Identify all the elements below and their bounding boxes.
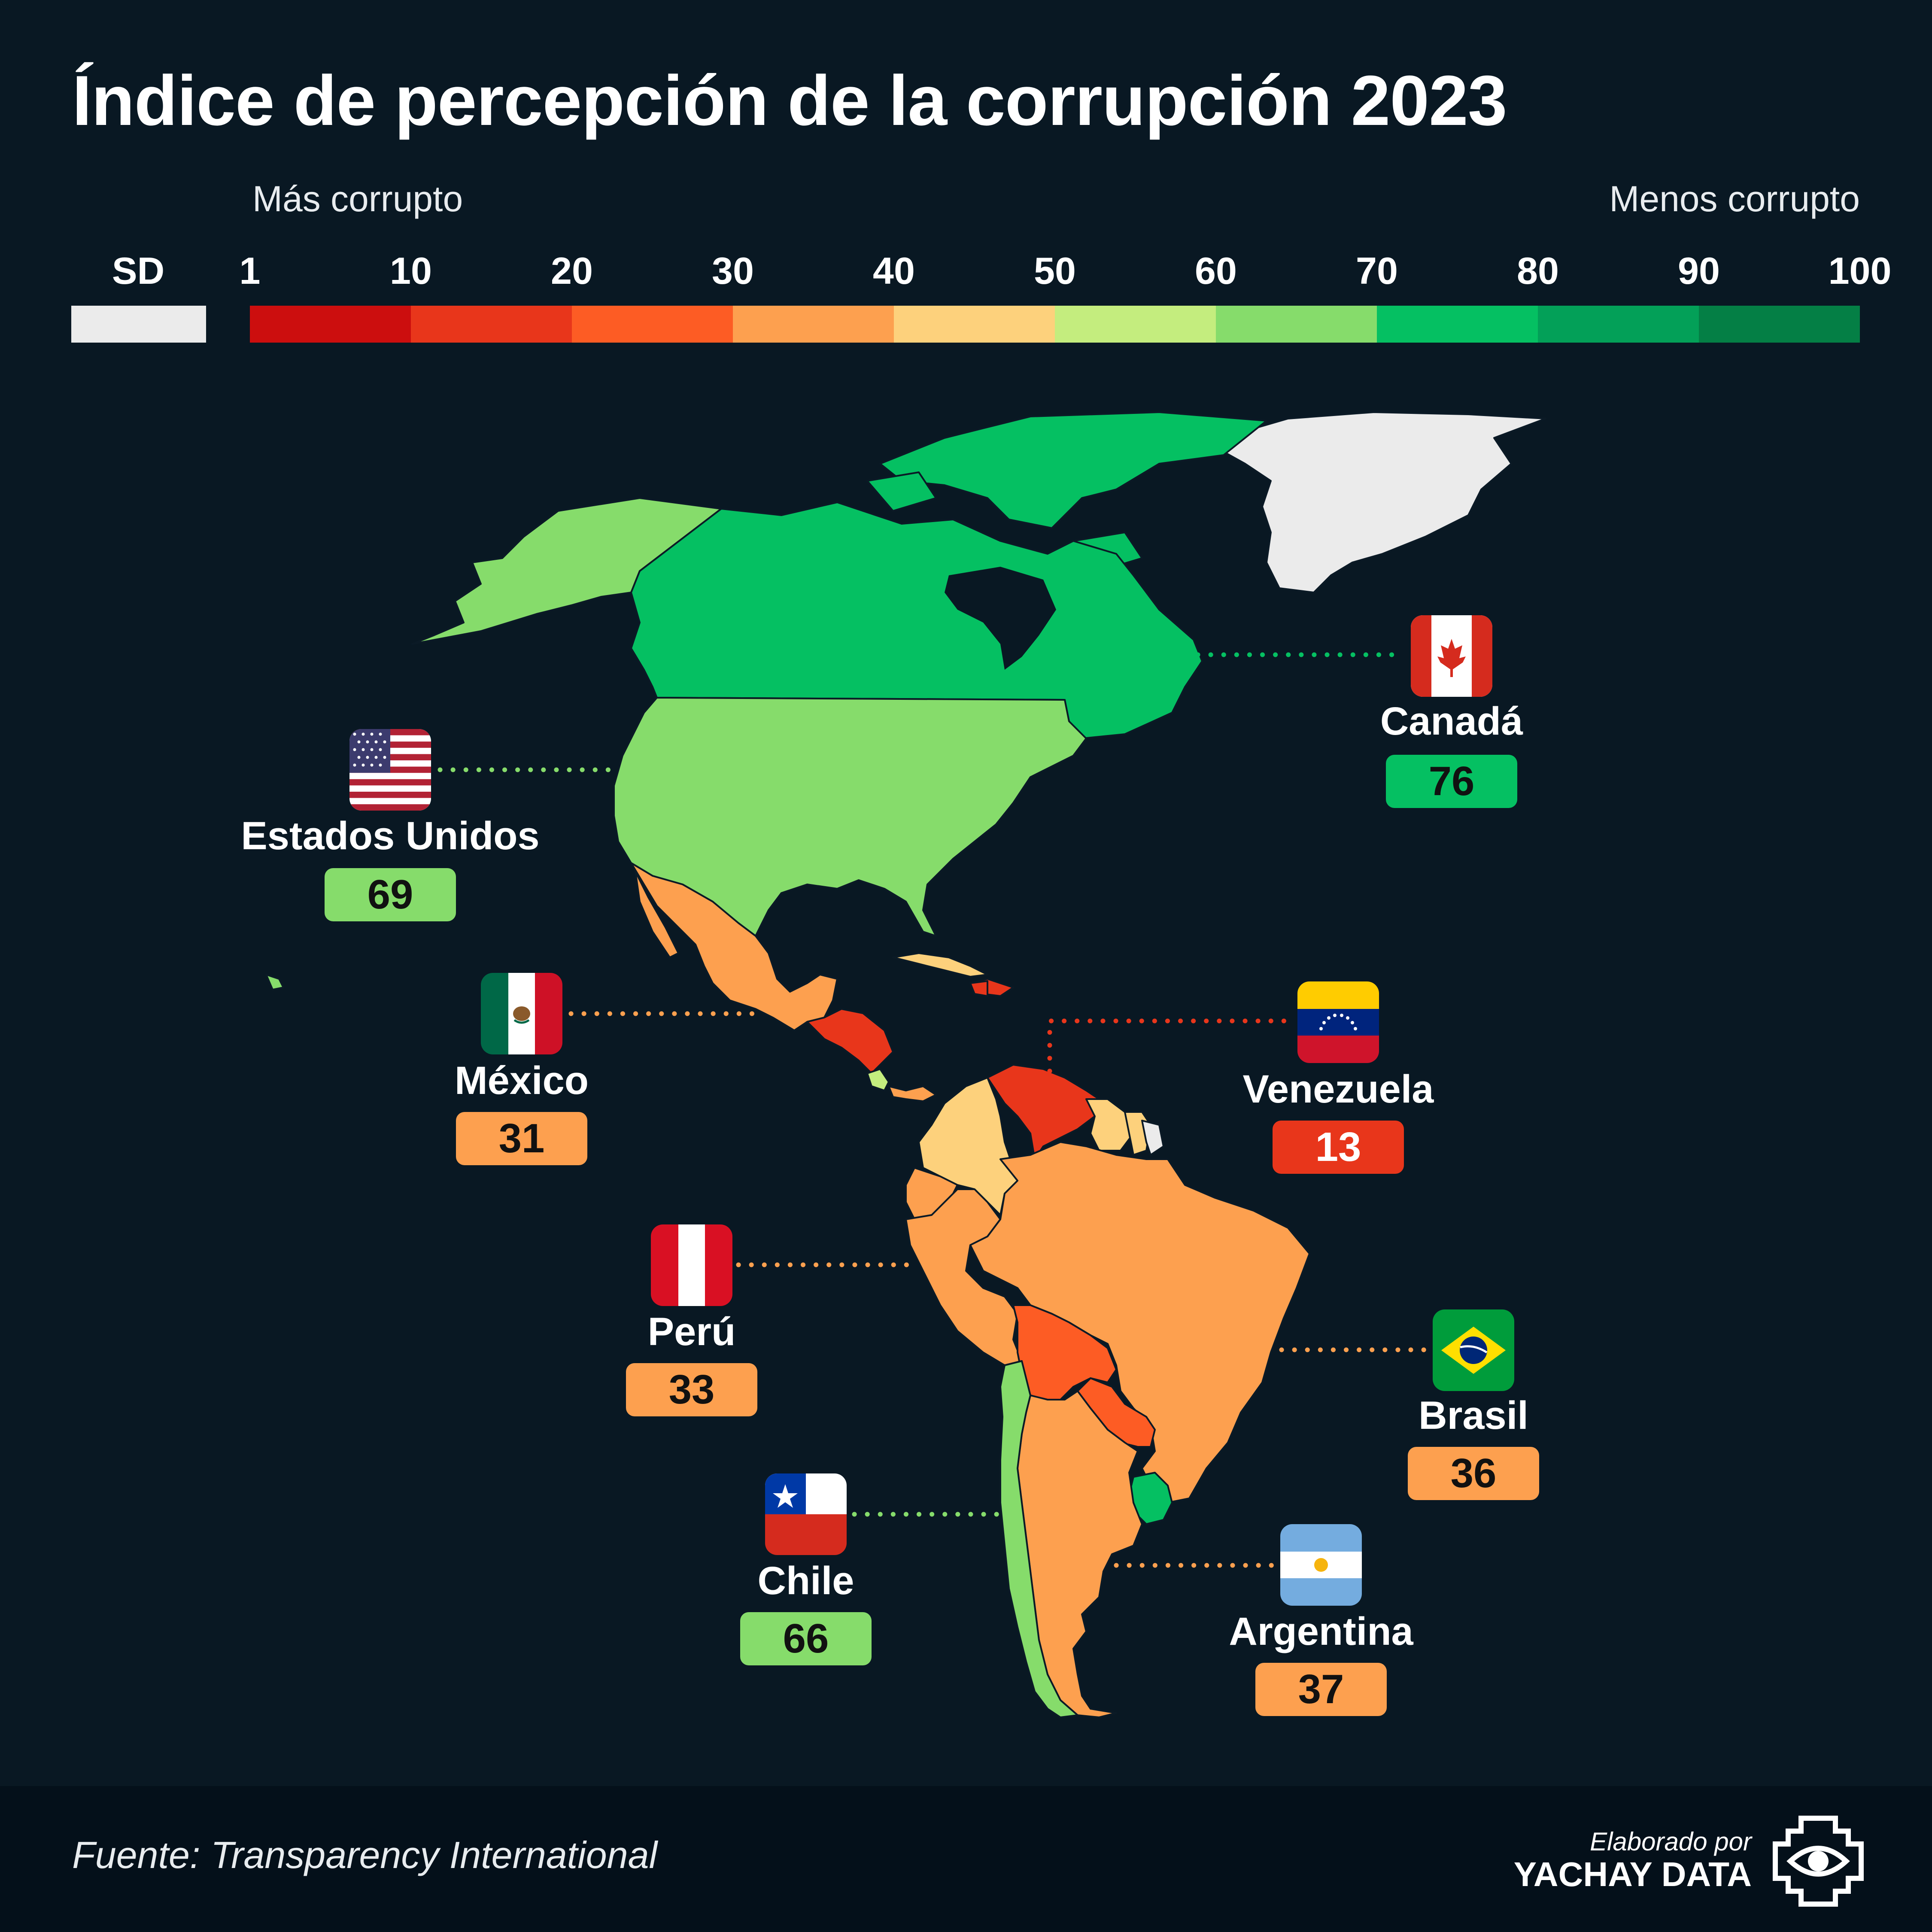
score-badge-peru: 33 (626, 1363, 757, 1416)
haiti-region (969, 980, 988, 997)
legend-bin-1 (250, 306, 411, 343)
arctic-islands-region (879, 411, 1267, 529)
legend-bin-8 (1377, 306, 1538, 343)
legend-tick: 90 (1678, 249, 1720, 292)
legend-tick: 30 (712, 249, 754, 292)
legend-bin-5 (894, 306, 1055, 343)
score-badge-mexico: 31 (456, 1112, 587, 1165)
greenland-region (1206, 411, 1546, 593)
country-name-canada: Canadá (1380, 699, 1523, 743)
peru-flag-icon (651, 1224, 732, 1306)
mexico-region (630, 862, 838, 1031)
hudson-bay (945, 567, 1056, 670)
legend-tick: 20 (551, 249, 593, 292)
legend-color-scale (250, 306, 1860, 343)
score-badge-chile: 66 (740, 1612, 872, 1665)
usa-flag-icon (349, 729, 431, 811)
costa-rica-region (866, 1068, 890, 1091)
chile-flag-icon (765, 1473, 847, 1555)
peru-region (905, 1188, 1023, 1366)
venezuela-leader-line (1047, 1018, 1299, 1087)
score-badge-usa: 69 (325, 868, 456, 921)
legend-less-corrupt-label: Menos corrupto (1609, 179, 1860, 219)
source-text: Fuente: Transparency International (72, 1834, 658, 1876)
country-name-mexico: México (455, 1059, 589, 1103)
country-name-usa: Estados Unidos (241, 814, 540, 858)
arctic-island-region (866, 471, 937, 512)
legend-tick: 60 (1195, 249, 1237, 292)
guyana-region (1085, 1098, 1134, 1151)
brazil-flag-icon (1433, 1309, 1514, 1391)
country-name-argentina: Argentina (1229, 1610, 1413, 1653)
legend-no-data-label: SD (112, 249, 165, 292)
credit-brand: YACHAY DATA (1513, 1855, 1752, 1893)
cuba-region (892, 952, 988, 978)
legend-tick: 100 (1828, 249, 1892, 292)
legend-bin-3 (572, 306, 733, 343)
canada-flag-icon (1411, 615, 1492, 697)
panama-region (888, 1085, 937, 1102)
footer-bar (0, 1786, 1932, 1932)
baja-california-region (635, 871, 679, 958)
country-name-brazil: Brasil (1419, 1394, 1528, 1437)
hawaii-region (265, 974, 284, 990)
score-badge-argentina: 37 (1255, 1663, 1387, 1716)
credit-label: Elaborado por (1590, 1827, 1752, 1856)
legend-bin-9 (1538, 306, 1699, 343)
canada-region (630, 501, 1203, 739)
legend-more-corrupt-label: Más corrupto (252, 179, 463, 219)
legend-bin-4 (733, 306, 894, 343)
country-name-peru: Perú (647, 1310, 736, 1354)
legend-no-data-swatch (71, 306, 206, 343)
chile-region (999, 1360, 1078, 1718)
yachay-eye-logo-icon (1773, 1816, 1864, 1907)
legend-tick: 10 (390, 249, 432, 292)
legend-bin-2 (411, 306, 572, 343)
mexico-flag-icon (481, 973, 562, 1054)
legend-tick: 1 (239, 249, 261, 292)
venezuela-flag-icon (1297, 981, 1379, 1063)
legend-tick: 50 (1034, 249, 1076, 292)
legend-bin-10 (1699, 306, 1860, 343)
legend-tick: 40 (873, 249, 915, 292)
score-badge-brazil: 36 (1408, 1447, 1539, 1500)
score-badge-venezuela: 13 (1273, 1121, 1404, 1174)
country-name-chile: Chile (757, 1559, 854, 1603)
legend-tick: 80 (1517, 249, 1559, 292)
legend-bin-6 (1055, 306, 1216, 343)
french-guiana-region (1141, 1120, 1164, 1156)
legend-tick: 70 (1356, 249, 1398, 292)
argentina-flag-icon (1280, 1524, 1362, 1606)
alaska-region (411, 497, 722, 645)
usa-region (613, 697, 1087, 937)
score-badge-canada: 76 (1386, 755, 1517, 808)
legend-bin-7 (1216, 306, 1377, 343)
page-title: Índice de percepción de la corrupción 20… (72, 61, 1507, 140)
central-america-region (806, 1008, 894, 1074)
country-name-venezuela: Venezuela (1242, 1067, 1434, 1111)
